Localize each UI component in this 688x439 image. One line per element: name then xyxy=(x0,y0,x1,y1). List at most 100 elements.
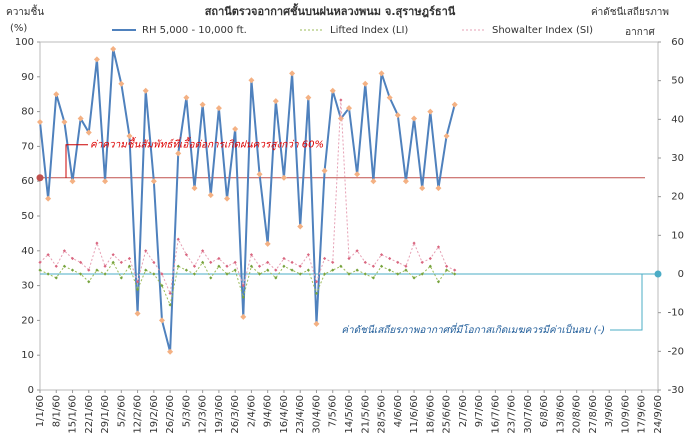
data-point xyxy=(233,260,237,264)
data-point xyxy=(241,284,245,288)
data-point xyxy=(95,268,99,272)
reference-dot xyxy=(36,174,44,182)
x-tick-label: 20/8/60 xyxy=(572,395,583,434)
legend-label: Lifted Index (LI) xyxy=(330,25,408,36)
x-tick-label: 30/4/60 xyxy=(311,395,322,434)
data-point xyxy=(404,268,408,272)
data-point xyxy=(46,253,50,257)
data-point xyxy=(160,284,164,288)
data-point xyxy=(184,253,188,257)
y-tick-label: 0 xyxy=(28,385,34,396)
x-tick-label: 23/7/60 xyxy=(507,395,518,434)
data-point xyxy=(93,56,100,63)
data-point xyxy=(274,268,278,272)
y2-tick-label: 30 xyxy=(671,153,684,164)
data-point xyxy=(313,320,320,327)
data-point xyxy=(379,264,384,268)
data-point xyxy=(412,241,416,245)
x-tick-label: 18/6/60 xyxy=(425,395,436,434)
x-tick-label: 16/7/60 xyxy=(490,395,501,434)
data-point xyxy=(339,98,343,102)
data-point xyxy=(207,192,214,199)
data-point xyxy=(103,264,107,268)
data-point xyxy=(305,94,312,101)
data-point xyxy=(298,264,302,268)
data-point xyxy=(436,245,441,249)
data-point xyxy=(158,317,165,324)
data-point xyxy=(282,264,286,268)
x-tick-label: 11/6/60 xyxy=(409,395,420,434)
data-point xyxy=(119,260,123,264)
data-point xyxy=(85,129,92,136)
y-tick-label: 80 xyxy=(21,107,34,118)
x-tick-label: 13/8/60 xyxy=(555,395,566,434)
series-line xyxy=(39,261,455,307)
data-point xyxy=(79,272,83,276)
x-tick-label: 3/9/60 xyxy=(604,395,615,427)
data-point xyxy=(183,94,190,101)
data-point xyxy=(314,291,319,295)
data-point xyxy=(95,241,99,245)
x-tick-label: 10/9/60 xyxy=(620,395,631,434)
data-point xyxy=(444,264,449,268)
x-tick-label: 4/6/60 xyxy=(393,395,404,427)
x-tick-label: 28/5/60 xyxy=(377,395,388,434)
data-point xyxy=(272,98,279,105)
data-point xyxy=(176,237,180,241)
annotation-arrow xyxy=(610,274,643,331)
data-point xyxy=(209,276,213,280)
data-point xyxy=(111,253,115,257)
y2-tick-label: -20 xyxy=(668,346,684,357)
data-point xyxy=(46,272,50,276)
data-point xyxy=(38,260,42,264)
data-point xyxy=(388,256,392,261)
data-point xyxy=(53,91,60,98)
data-point xyxy=(428,256,432,261)
data-point xyxy=(443,132,450,139)
data-point xyxy=(297,223,304,230)
data-point xyxy=(257,272,262,276)
data-point xyxy=(103,272,107,276)
data-point xyxy=(168,303,172,307)
y-tick-label: 100 xyxy=(15,37,34,48)
data-point xyxy=(396,260,400,264)
data-point xyxy=(37,119,43,126)
data-point xyxy=(323,256,327,261)
data-point xyxy=(355,268,359,272)
data-point xyxy=(191,185,198,192)
data-point xyxy=(224,195,231,202)
x-tick-label: 1/1/60 xyxy=(35,395,46,427)
x-tick-label: 12/3/60 xyxy=(198,395,209,434)
x-tick-label: 6/8/60 xyxy=(539,395,550,427)
data-point xyxy=(290,260,294,264)
data-point xyxy=(54,264,58,268)
y2-tick-label: 50 xyxy=(671,76,684,87)
data-point xyxy=(225,272,229,276)
x-tick-label: 5/2/60 xyxy=(116,395,127,427)
data-point xyxy=(257,264,262,268)
data-point xyxy=(111,260,115,264)
data-point xyxy=(280,174,287,181)
series xyxy=(37,45,458,355)
data-point xyxy=(436,280,441,284)
y-tick-label: 30 xyxy=(21,281,34,292)
x-tick-label: 14/5/60 xyxy=(344,395,355,434)
data-point xyxy=(160,272,164,276)
data-point xyxy=(266,260,270,264)
x-tick-label: 16/4/60 xyxy=(279,395,290,434)
x-tick-label: 5/3/60 xyxy=(181,395,192,427)
y2-axis-label: อากาศ xyxy=(625,27,655,38)
x-tick-label: 21/5/60 xyxy=(360,395,371,434)
x-tick-label: 17/9/60 xyxy=(637,395,648,434)
data-point xyxy=(167,348,174,355)
y-tick-label: 90 xyxy=(21,72,34,83)
data-point xyxy=(363,260,367,264)
data-point xyxy=(119,276,123,280)
data-point xyxy=(62,264,66,268)
data-point xyxy=(217,264,221,268)
data-point xyxy=(379,253,384,257)
y2-tick-label: 40 xyxy=(671,114,684,125)
data-point xyxy=(419,185,426,192)
y-axis-label: (%) xyxy=(10,23,27,34)
data-point xyxy=(127,264,132,268)
